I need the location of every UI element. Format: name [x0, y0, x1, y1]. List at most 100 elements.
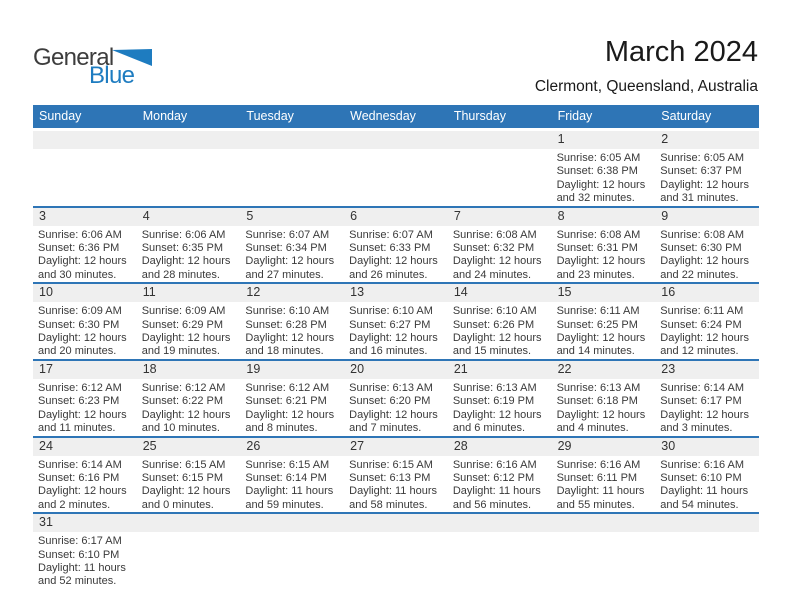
- date-number: 26: [240, 437, 345, 456]
- daylight-text: Daylight: 12 hours and 0 minutes.: [141, 485, 231, 511]
- sunrise-text: Sunrise: 6:09 AM: [38, 305, 122, 318]
- week-row-3: 10 Sunrise: 6:09 AM Sunset: 6:30 PM Dayligh…: [33, 282, 759, 359]
- day-cell-details: Sunrise: 6:14 AM Sunset: 6:17 PM Daylight:…: [655, 379, 759, 436]
- daylight-text: Daylight: 12 hours and 18 minutes.: [245, 332, 335, 358]
- date-number: [240, 131, 345, 149]
- day-cell-details: Sunrise: 6:16 AM Sunset: 6:11 PM Daylight:…: [552, 456, 656, 513]
- daylight-text: Daylight: 12 hours and 10 minutes.: [141, 408, 231, 435]
- day-cell-details: Sunrise: 6:05 AM Sunset: 6:38 PM Daylight:…: [552, 149, 656, 206]
- day-header-thursday: Thursday: [453, 109, 506, 123]
- sunset-text: Sunset: 6:16 PM: [38, 471, 120, 484]
- day-cell-details: Sunrise: 6:15 AM Sunset: 6:15 PM Daylight:…: [137, 456, 241, 513]
- sunset-text: Sunset: 6:10 PM: [660, 471, 742, 484]
- day-cell-17: 17 Sunrise: 6:12 AM Sunset: 6:23 PM Dayligh…: [33, 360, 137, 436]
- daylight-text: Daylight: 11 hours and 54 minutes.: [660, 485, 749, 511]
- daylight-text: Daylight: 12 hours and 12 minutes.: [660, 332, 749, 358]
- day-header-monday: Monday: [142, 109, 188, 123]
- sunset-text: Sunset: 6:19 PM: [452, 395, 535, 408]
- date-number: [551, 514, 656, 533]
- day-cell-21: 21 Sunrise: 6:13 AM Sunset: 6:19 PM Dayligh…: [447, 360, 552, 436]
- day-cell-details: Sunrise: 6:16 AM Sunset: 6:12 PM Daylight:…: [448, 456, 552, 513]
- date-number: [136, 131, 241, 149]
- daylight-text: Daylight: 11 hours and 59 minutes.: [245, 485, 334, 511]
- day-cell-2: 2 Sunrise: 6:05 AM Sunset: 6:37 PM Daylight…: [655, 131, 759, 206]
- date-number: 31: [33, 514, 137, 533]
- daylight-text: Daylight: 12 hours and 8 minutes.: [245, 408, 335, 435]
- sunrise-text: Sunrise: 6:12 AM: [38, 381, 122, 394]
- page-title: March 2024: [604, 36, 758, 68]
- date-number: 28: [447, 437, 552, 456]
- day-header-row: Sunday Monday Tuesday Wednesday Thursday Frid…: [33, 105, 759, 128]
- date-number: [655, 514, 759, 533]
- day-cell-details: Sunrise: 6:15 AM Sunset: 6:14 PM Daylight:…: [240, 456, 344, 513]
- sunrise-text: Sunrise: 6:05 AM: [556, 152, 641, 164]
- sunset-text: Sunset: 6:14 PM: [245, 471, 327, 484]
- day-cell-details: Sunrise: 6:05 AM Sunset: 6:37 PM Daylight:…: [655, 149, 759, 206]
- sunrise-text: Sunrise: 6:08 AM: [452, 228, 537, 241]
- sunset-text: Sunset: 6:13 PM: [349, 471, 431, 484]
- date-number: 7: [447, 207, 552, 226]
- sunrise-text: Sunrise: 6:06 AM: [141, 228, 226, 241]
- day-cell-13: 13 Sunrise: 6:10 AM Sunset: 6:27 PM Dayligh…: [344, 284, 448, 359]
- date-number: 5: [240, 207, 345, 226]
- day-header-wednesday: Wednesday: [350, 109, 416, 123]
- date-number: [447, 131, 552, 149]
- daylight-text: Daylight: 12 hours and 30 minutes.: [38, 255, 127, 281]
- sunset-text: Sunset: 6:21 PM: [245, 395, 327, 408]
- day-cell-29: 29 Sunrise: 6:16 AM Sunset: 6:11 PM Dayligh…: [551, 437, 656, 513]
- date-number: [344, 131, 448, 149]
- date-number: 8: [551, 207, 656, 226]
- daylight-text: Daylight: 12 hours and 15 minutes.: [452, 332, 542, 358]
- week-row-4: 17 Sunrise: 6:12 AM Sunset: 6:23 PM Dayligh…: [33, 358, 759, 436]
- sunrise-text: Sunrise: 6:05 AM: [660, 152, 745, 164]
- day-cell-11: 11 Sunrise: 6:09 AM Sunset: 6:29 PM Dayligh…: [136, 284, 241, 359]
- sunset-text: Sunset: 6:29 PM: [141, 318, 224, 331]
- sunrise-text: Sunrise: 6:16 AM: [660, 458, 745, 471]
- day-cell-details: Sunrise: 6:11 AM Sunset: 6:24 PM Daylight:…: [655, 302, 759, 359]
- sunrise-text: Sunrise: 6:15 AM: [141, 458, 226, 471]
- day-cell-details: Sunrise: 6:13 AM Sunset: 6:18 PM Daylight:…: [552, 379, 656, 436]
- sunset-text: Sunset: 6:32 PM: [452, 242, 535, 255]
- sunset-text: Sunset: 6:30 PM: [38, 318, 120, 331]
- day-cell-details: Sunrise: 6:13 AM Sunset: 6:19 PM Daylight:…: [448, 379, 552, 436]
- day-header-saturday: Saturday: [661, 109, 712, 123]
- sunrise-text: Sunrise: 6:13 AM: [452, 381, 537, 394]
- sunrise-text: Sunrise: 6:13 AM: [349, 381, 433, 394]
- sunrise-text: Sunrise: 6:11 AM: [556, 305, 640, 318]
- calendar-grid: 1 Sunrise: 6:05 AM Sunset: 6:38 PM Daylight…: [33, 131, 759, 589]
- day-cell-19: 19 Sunrise: 6:12 AM Sunset: 6:21 PM Dayligh…: [240, 360, 345, 436]
- sunset-text: Sunset: 6:28 PM: [245, 318, 327, 331]
- daylight-text: Daylight: 12 hours and 6 minutes.: [452, 408, 542, 435]
- date-number: 11: [136, 284, 241, 303]
- sunset-text: Sunset: 6:10 PM: [38, 548, 120, 561]
- sunrise-text: Sunrise: 6:08 AM: [660, 228, 745, 241]
- day-cell-details: Sunrise: 6:12 AM Sunset: 6:23 PM Daylight:…: [33, 379, 137, 436]
- day-cell-details: Sunrise: 6:11 AM Sunset: 6:25 PM Daylight:…: [552, 302, 656, 359]
- daylight-text: Daylight: 12 hours and 4 minutes.: [556, 408, 646, 435]
- day-cell-details: Sunrise: 6:10 AM Sunset: 6:26 PM Daylight:…: [448, 302, 552, 359]
- day-cell-details: Sunrise: 6:07 AM Sunset: 6:33 PM Daylight:…: [344, 226, 448, 283]
- date-number: 4: [136, 207, 241, 226]
- sunrise-text: Sunrise: 6:06 AM: [38, 228, 122, 241]
- daylight-text: Daylight: 12 hours and 2 minutes.: [38, 485, 127, 511]
- daylight-text: Daylight: 12 hours and 20 minutes.: [38, 332, 127, 358]
- day-cell-22: 22 Sunrise: 6:13 AM Sunset: 6:18 PM Dayligh…: [551, 360, 656, 436]
- sunrise-text: Sunrise: 6:10 AM: [349, 305, 433, 318]
- week-row-6: 31 Sunrise: 6:17 AM Sunset: 6:10 PM Dayligh…: [33, 512, 759, 589]
- day-cell-16: 16 Sunrise: 6:11 AM Sunset: 6:24 PM Dayligh…: [655, 284, 759, 359]
- date-number: 10: [33, 284, 137, 303]
- daylight-text: Daylight: 12 hours and 32 minutes.: [556, 178, 646, 205]
- day-cell-details: Sunrise: 6:14 AM Sunset: 6:16 PM Daylight:…: [33, 456, 137, 513]
- sunset-text: Sunset: 6:17 PM: [660, 395, 742, 408]
- week-row-5: 24 Sunrise: 6:14 AM Sunset: 6:16 PM Dayligh…: [33, 435, 759, 513]
- sunrise-text: Sunrise: 6:10 AM: [452, 305, 537, 318]
- date-number: [344, 514, 448, 533]
- day-cell-empty: [240, 514, 345, 589]
- sunrise-text: Sunrise: 6:11 AM: [660, 305, 744, 318]
- daylight-text: Daylight: 12 hours and 7 minutes.: [349, 408, 438, 435]
- sunrise-text: Sunrise: 6:12 AM: [245, 381, 330, 394]
- daylight-text: Daylight: 11 hours and 58 minutes.: [349, 485, 437, 511]
- date-number: 29: [551, 437, 656, 456]
- date-number: 23: [655, 360, 759, 379]
